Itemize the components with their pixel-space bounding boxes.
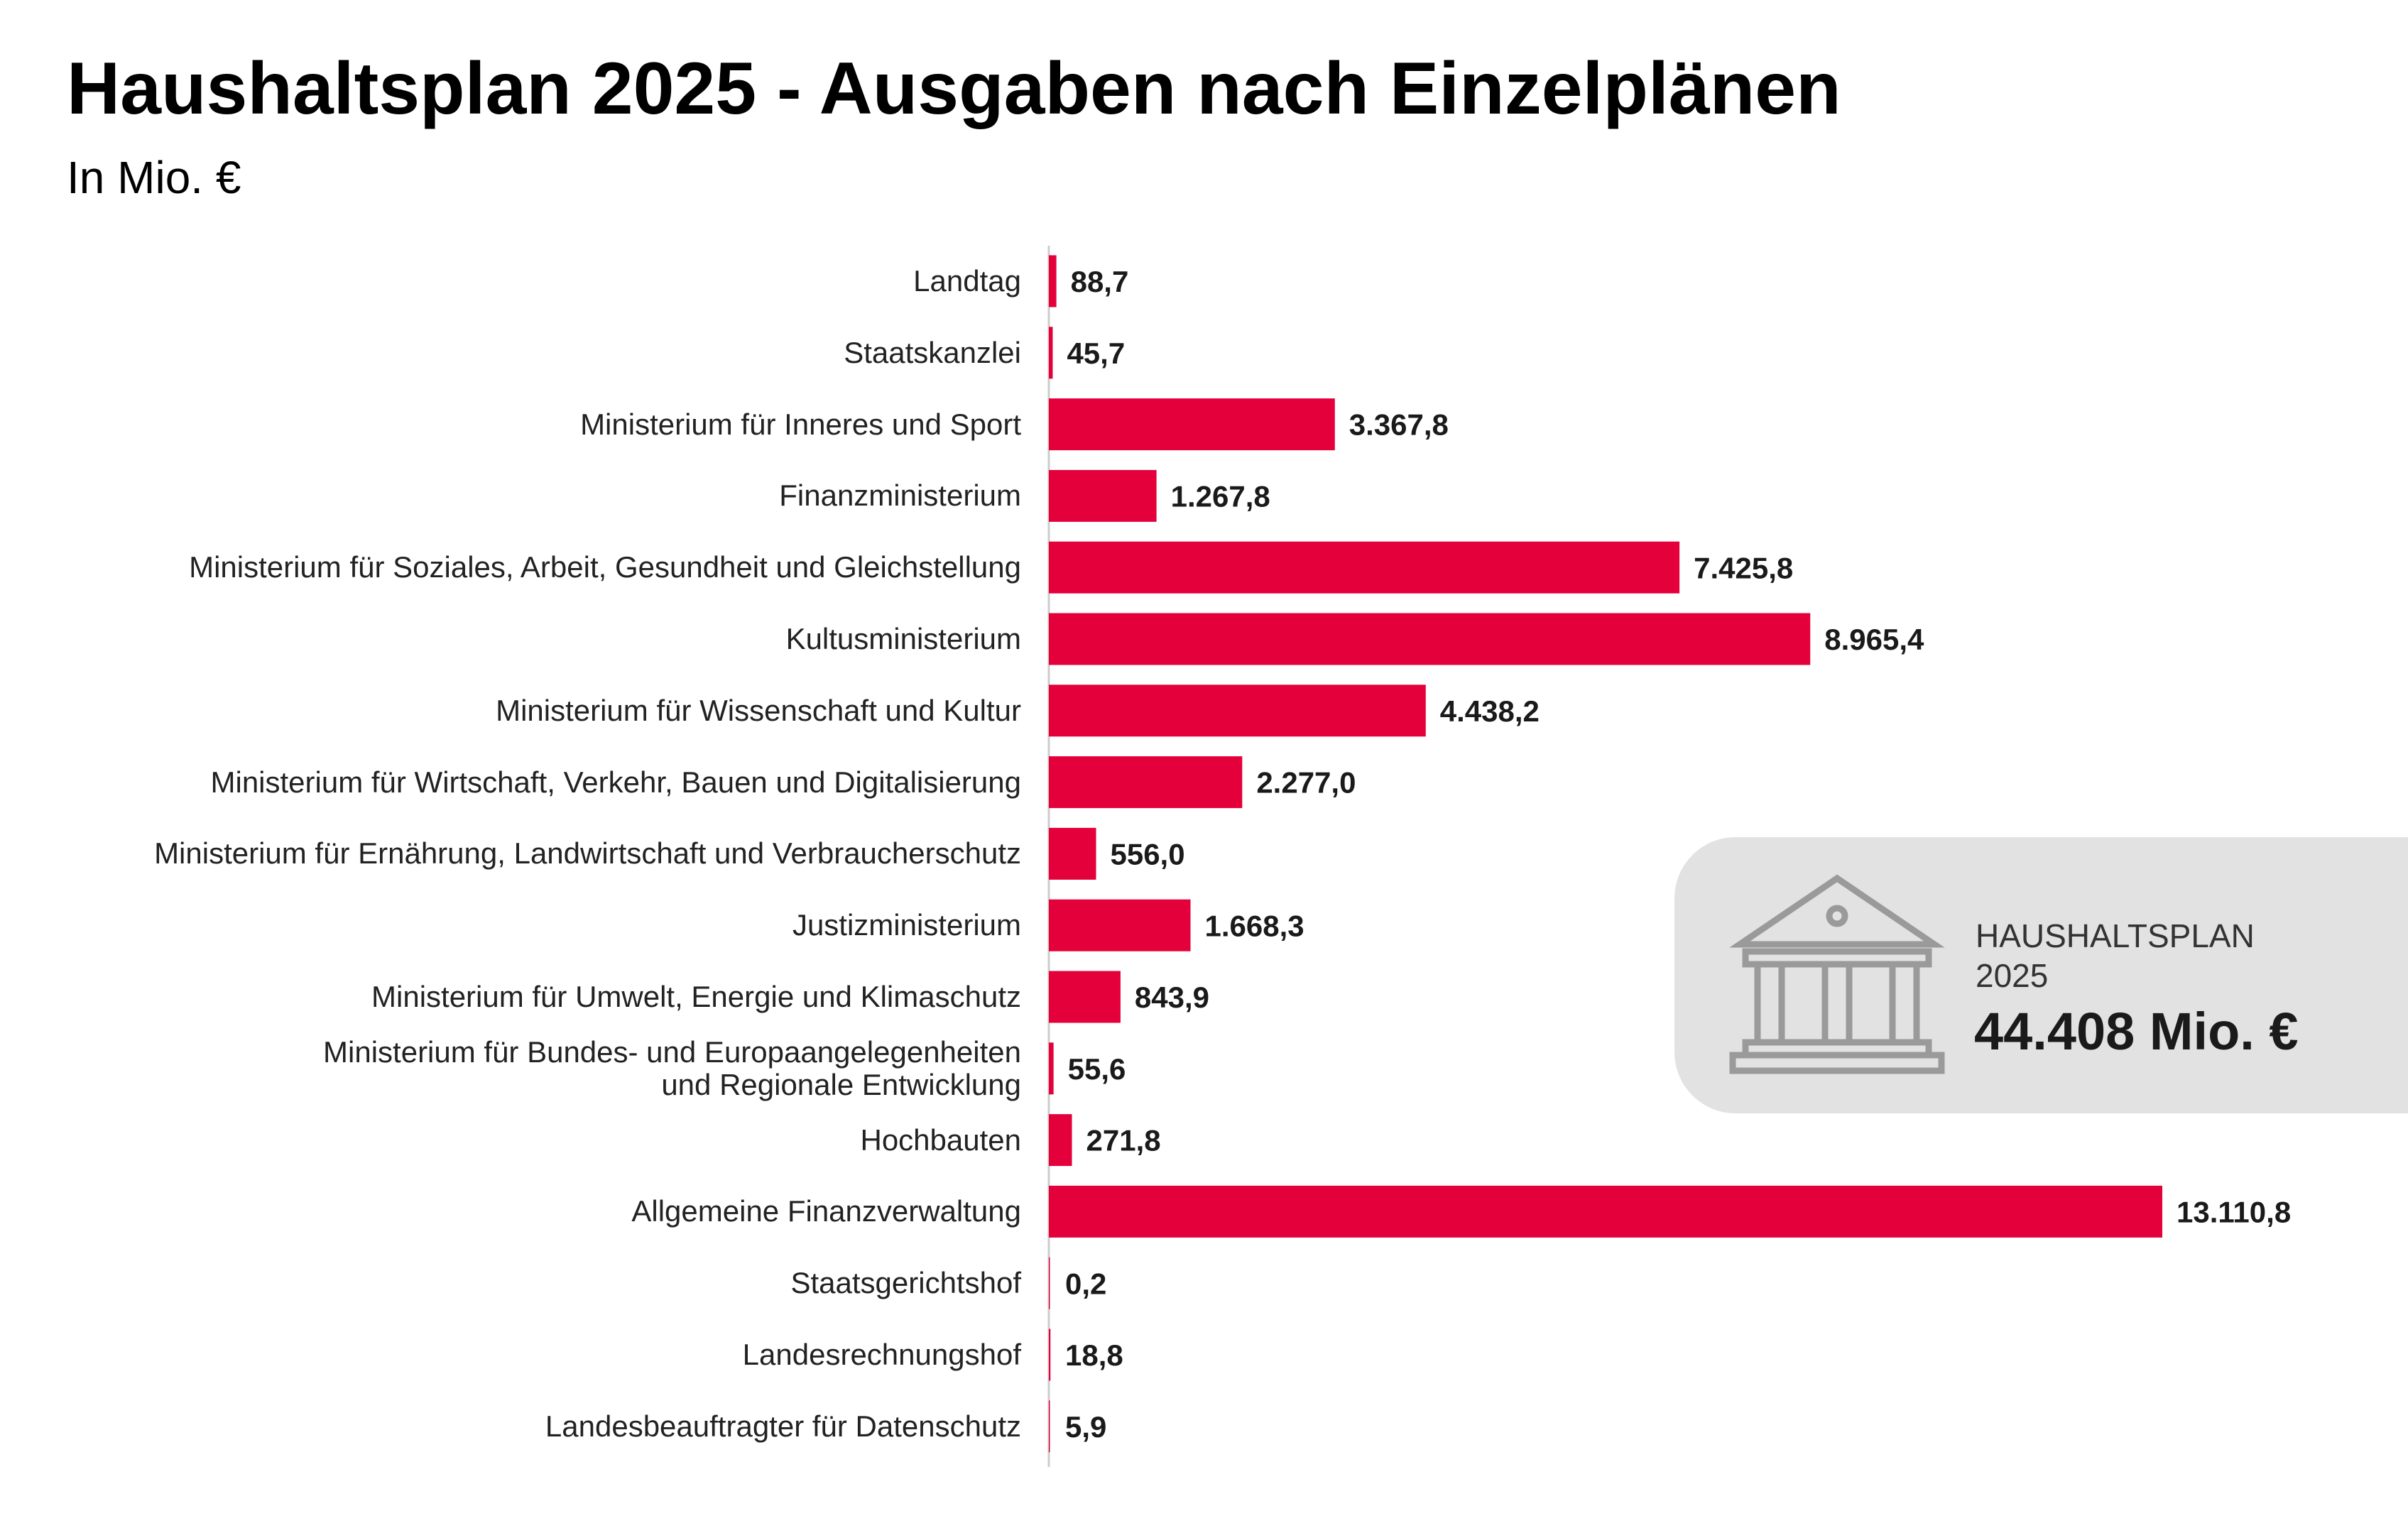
category-label: Ministerium für Inneres und Sport: [580, 407, 1021, 441]
chart-subtitle: In Mio. €: [67, 152, 241, 203]
info-total: 44.408 Mio. €: [1974, 1002, 2299, 1061]
value-label: 271,8: [1086, 1124, 1161, 1157]
category-label: Landtag: [913, 264, 1021, 298]
bar: [1049, 971, 1121, 1023]
value-label: 7.425,8: [1694, 551, 1793, 584]
category-label: Kultusministerium: [785, 622, 1021, 655]
category-label: Ministerium für Wissenschaft und Kultur: [496, 693, 1021, 727]
value-label: 3.367,8: [1349, 408, 1449, 442]
value-label: 13.110,8: [2177, 1195, 2291, 1228]
category-label: Finanzministerium: [779, 479, 1021, 513]
category-label: Ministerium für Soziales, Arbeit, Gesund…: [189, 550, 1021, 584]
bar: [1049, 398, 1335, 451]
value-label: 1.267,8: [1171, 479, 1270, 513]
value-label: 4.438,2: [1440, 694, 1540, 728]
value-label: 55,6: [1068, 1052, 1126, 1086]
value-label: 18,8: [1065, 1338, 1123, 1372]
bar: [1049, 1400, 1050, 1453]
chart-title: Haushaltsplan 2025 - Ausgaben nach Einze…: [67, 48, 1841, 130]
bar: [1049, 1257, 1050, 1309]
category-label: Ministerium für Ernährung, Landwirtschaf…: [154, 836, 1021, 871]
value-label: 556,0: [1110, 837, 1184, 871]
value-label: 843,9: [1135, 981, 1209, 1014]
category-label: Landesbeauftragter für Datenschutz: [545, 1409, 1021, 1443]
bar: [1049, 327, 1053, 379]
value-label: 0,2: [1065, 1267, 1106, 1300]
category-label: Hochbauten: [860, 1123, 1021, 1157]
category-label: Staatsgerichtshof: [790, 1266, 1021, 1300]
bar: [1049, 899, 1191, 951]
category-label: Landesrechnungshof: [742, 1338, 1021, 1371]
category-label: Justizministerium: [792, 908, 1021, 942]
value-label: 88,7: [1071, 265, 1129, 298]
bar: [1049, 541, 1680, 594]
bar: [1049, 1329, 1051, 1381]
category-label: Ministerium für Umwelt, Energie und Klim…: [371, 980, 1021, 1013]
building-icon: [1729, 874, 1945, 1074]
bar: [1049, 684, 1426, 737]
category-label: Ministerium für Wirtschaft, Verkehr, Bau…: [210, 765, 1022, 799]
bar: [1049, 756, 1243, 809]
bar: [1049, 1042, 1054, 1095]
category-label: Ministerium für Bundes- und Europaangele…: [323, 1035, 1021, 1101]
value-label: 5,9: [1065, 1410, 1106, 1444]
bar: [1049, 255, 1057, 307]
bar: [1049, 469, 1157, 522]
value-label: 45,7: [1067, 337, 1125, 370]
value-label: 1.668,3: [1205, 909, 1304, 942]
bar: [1049, 1114, 1072, 1167]
category-label: Staatskanzlei: [844, 335, 1021, 369]
info-label: HAUSHALTSPLAN 2025: [1976, 917, 2255, 994]
bar: [1049, 827, 1096, 880]
value-label: 8.965,4: [1824, 623, 1924, 656]
category-label: Allgemeine Finanzverwaltung: [631, 1194, 1021, 1228]
bar: [1049, 1185, 2162, 1238]
bar: [1049, 613, 1811, 665]
value-label: 2.277,0: [1256, 766, 1356, 800]
